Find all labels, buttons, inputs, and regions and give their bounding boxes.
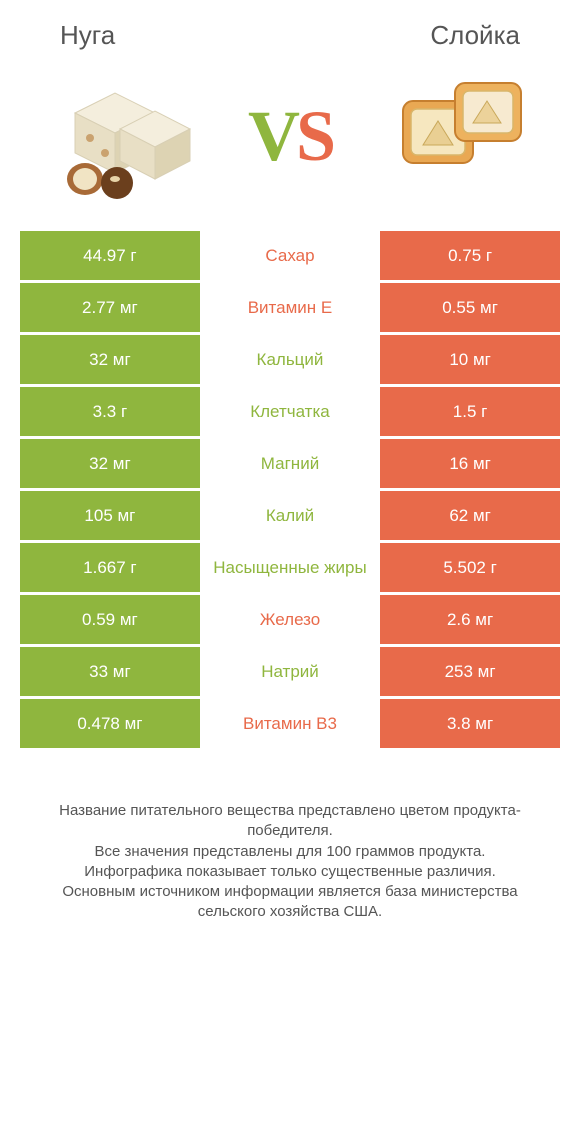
footer-line: Основным источником информации является … [30, 882, 550, 923]
right-value-cell: 16 мг [380, 439, 560, 488]
nutrient-label-cell: Железо [200, 595, 380, 644]
right-value-cell: 253 мг [380, 647, 560, 696]
left-value-cell: 0.59 мг [20, 595, 200, 644]
left-value-cell: 3.3 г [20, 387, 200, 436]
left-value-cell: 105 мг [20, 491, 200, 540]
comparison-table: 44.97 гСахар0.75 г2.77 мгВитамин E0.55 м… [20, 231, 560, 751]
left-value-cell: 2.77 мг [20, 283, 200, 332]
right-food-icon [380, 61, 540, 211]
left-food-title: Нуга [60, 20, 115, 51]
right-value-cell: 10 мг [380, 335, 560, 384]
vs-row: VS [20, 56, 560, 231]
right-value-cell: 0.55 мг [380, 283, 560, 332]
table-row: 44.97 гСахар0.75 г [20, 231, 560, 283]
nutrient-label-cell: Сахар [200, 231, 380, 280]
right-value-cell: 62 мг [380, 491, 560, 540]
left-value-cell: 0.478 мг [20, 699, 200, 748]
vs-s-letter: S [296, 96, 332, 176]
table-row: 1.667 гНасыщенные жиры5.502 г [20, 543, 560, 595]
left-food-icon [40, 61, 200, 211]
nutrient-label-cell: Магний [200, 439, 380, 488]
nutrient-label-cell: Натрий [200, 647, 380, 696]
nutrient-label-cell: Кальций [200, 335, 380, 384]
table-row: 0.59 мгЖелезо2.6 мг [20, 595, 560, 647]
footer-line: Название питательного вещества представл… [30, 801, 550, 842]
table-row: 0.478 мгВитамин B33.8 мг [20, 699, 560, 751]
left-value-cell: 32 мг [20, 335, 200, 384]
right-food-title: Слойка [430, 20, 520, 51]
footer-line: Все значения представлены для 100 граммо… [30, 842, 550, 862]
table-row: 2.77 мгВитамин E0.55 мг [20, 283, 560, 335]
header: Нуга Слойка [20, 10, 560, 56]
left-value-cell: 32 мг [20, 439, 200, 488]
right-value-cell: 0.75 г [380, 231, 560, 280]
footer-notes: Название питательного вещества представл… [20, 751, 560, 923]
nutrient-label-cell: Витамин B3 [200, 699, 380, 748]
table-row: 33 мгНатрий253 мг [20, 647, 560, 699]
nutrient-label-cell: Витамин E [200, 283, 380, 332]
vs-label: VS [248, 95, 332, 178]
right-value-cell: 1.5 г [380, 387, 560, 436]
footer-line: Инфографика показывает только существенн… [30, 862, 550, 882]
right-value-cell: 5.502 г [380, 543, 560, 592]
nutrient-label-cell: Клетчатка [200, 387, 380, 436]
table-row: 105 мгКалий62 мг [20, 491, 560, 543]
nutrient-label-cell: Насыщенные жиры [200, 543, 380, 592]
right-value-cell: 3.8 мг [380, 699, 560, 748]
left-value-cell: 33 мг [20, 647, 200, 696]
left-value-cell: 1.667 г [20, 543, 200, 592]
vs-v-letter: V [248, 96, 296, 176]
table-row: 32 мгМагний16 мг [20, 439, 560, 491]
table-row: 32 мгКальций10 мг [20, 335, 560, 387]
table-row: 3.3 гКлетчатка1.5 г [20, 387, 560, 439]
left-value-cell: 44.97 г [20, 231, 200, 280]
nutrient-label-cell: Калий [200, 491, 380, 540]
right-value-cell: 2.6 мг [380, 595, 560, 644]
